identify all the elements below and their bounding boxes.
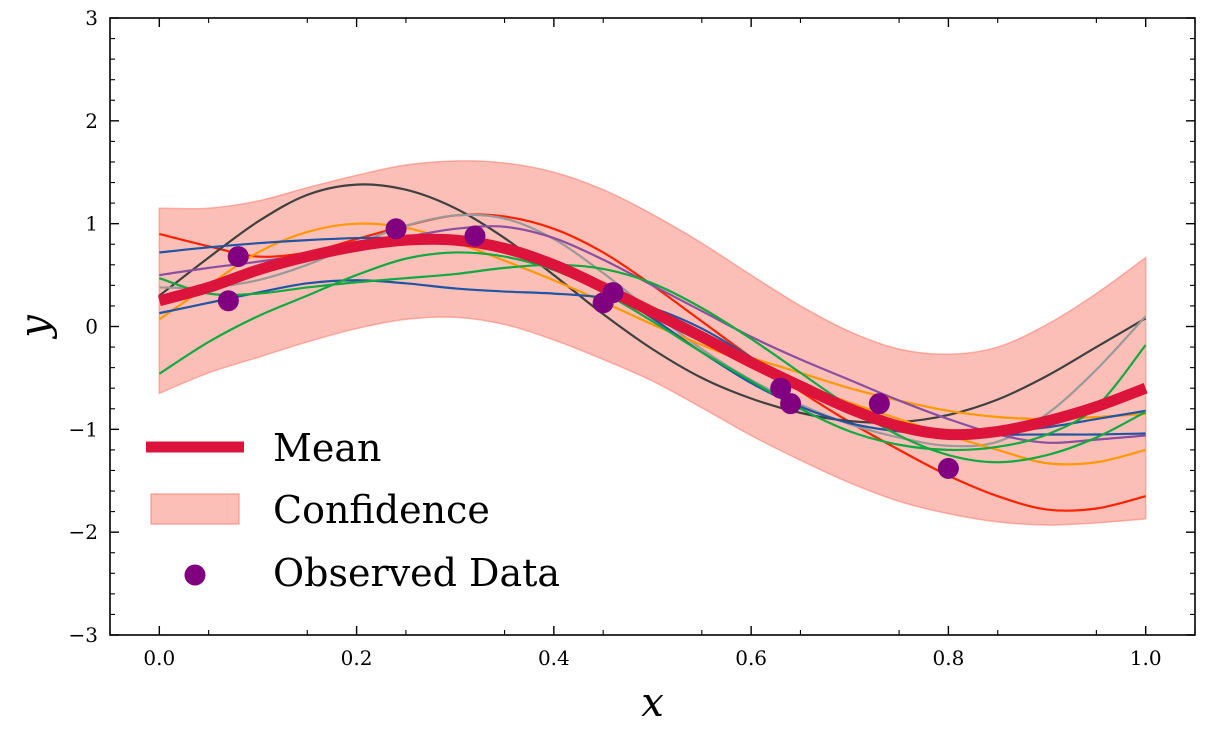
legend-confidence-swatch: [150, 493, 240, 525]
y-tick-label: −2: [69, 520, 98, 544]
observed-point-2: [227, 246, 249, 268]
x-tick-label: 0.8: [933, 646, 965, 670]
observed-point-1: [217, 290, 239, 312]
x-tick-label: 0.0: [143, 646, 175, 670]
legend-confidence-label: Confidence: [273, 488, 490, 532]
y-tick-label: −3: [69, 623, 98, 647]
sample-line-4: [158, 222, 1146, 466]
y-tick-label: 1: [85, 212, 98, 236]
legend-observed-swatch: [184, 564, 206, 586]
y-tick-label: 2: [85, 109, 98, 133]
observed-point-6: [602, 282, 624, 304]
observed-point-7: [770, 377, 792, 399]
sample-line-2: [158, 183, 1147, 424]
x-tick-label: 0.4: [538, 646, 570, 670]
y-tick-label: 3: [85, 6, 98, 30]
x-axis-label: x: [641, 680, 664, 726]
observed-points-layer: [217, 218, 959, 479]
confidence-band: [158, 160, 1147, 526]
x-tick-label: 0.2: [341, 646, 373, 670]
legend-mean-label: Mean: [273, 426, 382, 470]
x-tick-label: 0.6: [735, 646, 767, 670]
y-axis-label: y: [12, 314, 58, 340]
sample-line-9: [158, 251, 1147, 452]
y-tick-label: −1: [69, 417, 98, 441]
mean-line: [157, 233, 1148, 441]
axes: 0.0 0.2 0.4 0.6 0.8 1.0 −3 −2 −1 0 1 2 3 x y: [12, 6, 1196, 726]
observed-point-8: [780, 393, 802, 415]
confidence-layer: [158, 160, 1147, 526]
x-tick-label: 1.0: [1130, 646, 1162, 670]
observed-point-4: [464, 225, 486, 247]
sample-line-10: [158, 263, 1147, 464]
y-tick-label: 0: [85, 315, 98, 339]
observed-point-3: [385, 218, 407, 240]
legend-observed-label: Observed Data: [273, 551, 560, 595]
legend: Mean Confidence Observed Data: [146, 426, 560, 595]
observed-point-10: [937, 457, 959, 479]
mean-layer: [157, 233, 1148, 441]
observed-point-9: [868, 393, 890, 415]
